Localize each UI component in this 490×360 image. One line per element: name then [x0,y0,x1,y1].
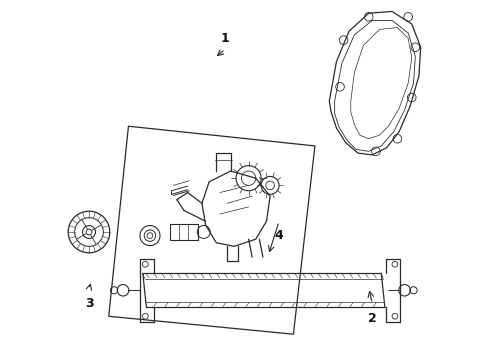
Text: 1: 1 [221,32,230,45]
Text: 3: 3 [85,297,93,310]
Text: 2: 2 [368,311,377,325]
Text: 4: 4 [275,229,283,242]
